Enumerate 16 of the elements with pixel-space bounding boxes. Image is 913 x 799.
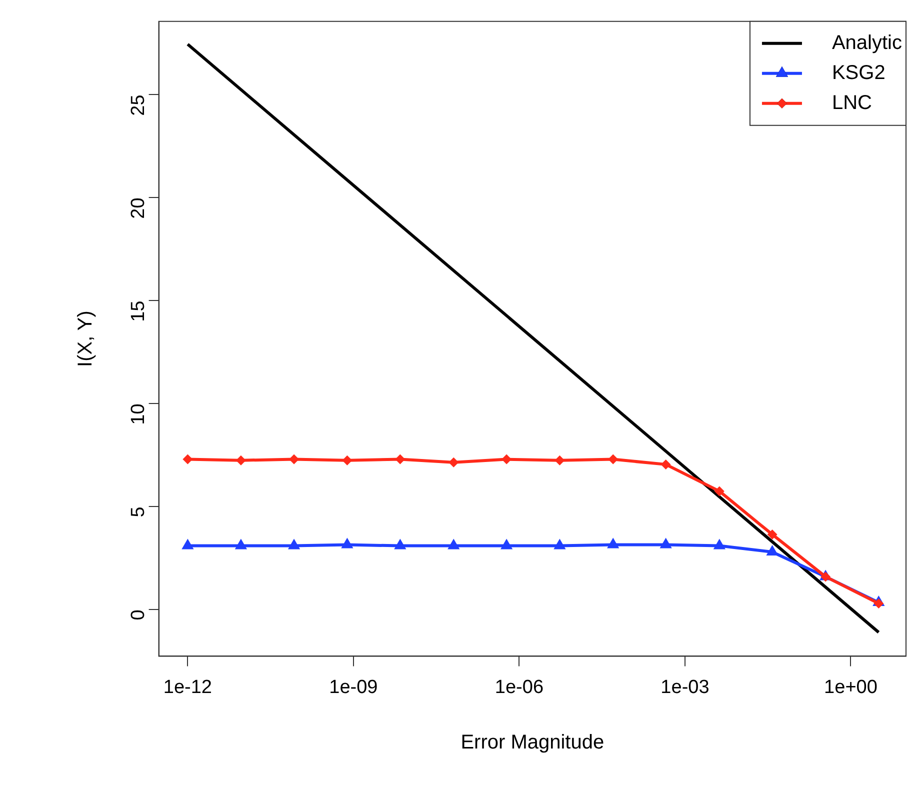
legend-label: Analytic <box>832 32 902 54</box>
x-tick-label: 1e-06 <box>494 676 544 698</box>
x-tick-label: 1e+00 <box>824 676 878 698</box>
legend-label: LNC <box>832 92 872 114</box>
y-tick-label: 25 <box>128 94 150 116</box>
x-axis-title: Error Magnitude <box>460 732 604 754</box>
x-tick-label: 1e-09 <box>329 676 378 698</box>
y-tick-label: 15 <box>128 300 150 322</box>
y-tick-label: 20 <box>128 198 150 219</box>
y-tick-label: 5 <box>128 506 150 518</box>
y-tick-label: 0 <box>128 610 150 620</box>
legend-label: KSG2 <box>832 62 886 84</box>
x-tick-label: 1e-12 <box>163 676 212 698</box>
x-tick-label: 1e-03 <box>660 676 710 698</box>
y-axis-title: I(X, Y) <box>74 310 97 367</box>
y-tick-label: 10 <box>128 404 150 425</box>
